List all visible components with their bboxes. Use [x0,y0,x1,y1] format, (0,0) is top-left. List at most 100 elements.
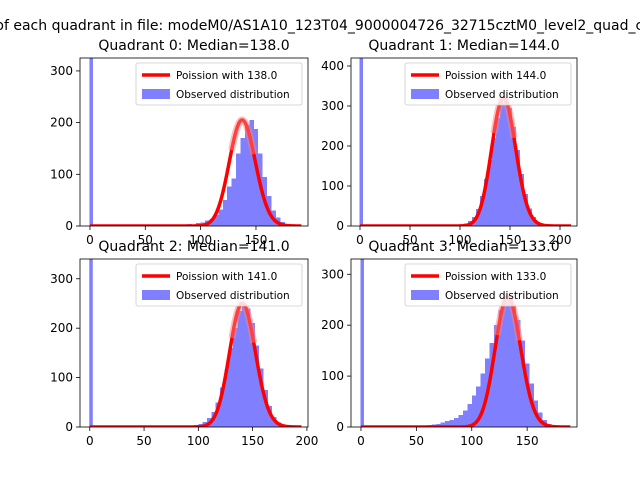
quadrant-title: Quadrant 2: Median=141.0 [98,239,289,255]
zero-bin-bar [89,58,93,226]
histogram-bar [458,414,463,427]
y-tick-label: 300 [321,267,344,281]
histogram-bar [524,363,530,427]
legend: Poission with 141.0 Observed distribution [135,263,303,307]
histogram-bar [263,389,268,427]
histogram-bar [507,297,512,427]
y-tick-label: 100 [321,369,344,383]
y-tick-label: 0 [65,219,73,233]
histogram-bar [249,120,254,226]
axes-frame [350,258,578,428]
x-tick-label: 150 [241,434,264,448]
y-tick-label: 0 [65,420,73,434]
histogram-bar [227,186,232,226]
x-tick-label: 50 [409,434,424,448]
quadrant-1-panel: 0 50 100 150 200 0 100 200 300 400 Quadrant 1: Med… [321,38,578,247]
legend: Poission with 133.0 Observed distribution [404,263,572,307]
histogram-bar [445,420,450,427]
histogram-bar [218,209,223,226]
y-tick-label: 200 [321,318,344,332]
histogram-bar [236,153,241,226]
zero-bin-bar [359,58,363,226]
legend-poisson-label: Poission with 141.0 [176,271,277,283]
histogram-bar [504,98,508,226]
histogram-bar [259,368,264,427]
y-tick-label: 200 [321,139,344,153]
x-tick-label: 150 [245,233,268,247]
histogram-bar [496,118,500,226]
legend: Poission with 138.0 Observed distribution [135,62,303,106]
histogram-bar [488,160,492,226]
poisson-curve [360,295,571,427]
histogram-bar [454,417,459,427]
legend: Poission with 144.0 Observed distribution [404,62,572,106]
quadrant-3-panel: 0 50 100 150 0 100 200 300 Quadrant 3: Median=13… [321,239,578,448]
y-tick-label: 100 [321,179,344,193]
axes-frame [350,57,578,227]
legend-hist-label: Observed distribution [445,89,559,101]
histogram-bar [220,387,225,427]
quadrant-0-panel: 0 50 100 150 0 100 200 300 Quadrant 0: Median=13… [50,38,309,247]
histogram-bar [500,102,504,226]
y-tick-label: 300 [50,272,73,286]
legend-hist-label: Observed distribution [176,290,290,302]
histogram-bar [512,126,516,226]
legend-box [404,62,572,106]
x-tick-label: 100 [187,434,210,448]
legend-hist-swatch [411,290,439,300]
histogram-bar [476,386,481,427]
x-tick-label: 150 [499,233,522,247]
poisson-peak-highlight [228,116,258,155]
legend-poisson-label: Poission with 138.0 [176,70,277,82]
histogram-bar [250,323,255,427]
zero-bin-bar [89,259,93,427]
y-tick-label: 0 [336,420,344,434]
histogram-bar [237,310,242,427]
legend-hist-swatch [142,89,170,99]
histogram-bar [520,340,525,427]
histogram-bar [213,215,219,226]
legend-hist-label: Observed distribution [445,290,559,302]
x-tick-label: 100 [189,233,212,247]
histogram-bar [511,304,517,427]
axes-frame [79,57,309,227]
y-tick-label: 100 [50,371,73,385]
y-tick-label: 400 [321,59,344,73]
y-tick-label: 0 [336,219,344,233]
y-tick-label: 300 [50,64,73,78]
quadrant-2-panel: 0 50 100 150 200 0 100 200 300 Quadrant 2: Median… [50,239,318,448]
histogram-bar [493,325,499,427]
figure-suptitle: Median of each quadrant in file: modeM0/… [0,18,640,34]
histogram-bar [244,125,250,226]
x-tick-label: 200 [549,233,572,247]
plot-area [359,58,572,226]
histogram-bar [516,320,521,427]
quadrant-title: Quadrant 3: Median=133.0 [368,239,559,255]
legend-poisson-label: Poission with 133.0 [445,271,546,283]
x-tick-label: 0 [357,434,365,448]
x-tick-label: 0 [86,233,94,247]
legend-poisson-label: Poission with 144.0 [445,70,546,82]
histogram-bar [471,395,477,427]
histogram-bar [524,194,528,226]
histogram-bar [489,343,494,427]
histogram-bar [241,303,247,427]
poisson-curve [359,96,572,226]
histogram-bar [516,150,520,226]
histogram-bar [484,178,488,226]
axes-frame [79,258,309,428]
y-tick-label: 200 [50,321,73,335]
histogram-bar [449,419,455,427]
histogram-bar [492,138,496,226]
legend-box [135,263,303,307]
histogram-bar [467,404,472,427]
histogram-bar [508,108,512,226]
quadrant-title: Quadrant 1: Median=144.0 [368,38,559,54]
legend-hist-label: Observed distribution [176,89,290,101]
histogram-bar [480,196,484,226]
histogram-bar [254,345,260,427]
x-tick-label: 50 [402,233,417,247]
histogram-bar [480,373,486,427]
poisson-curve [89,301,303,427]
